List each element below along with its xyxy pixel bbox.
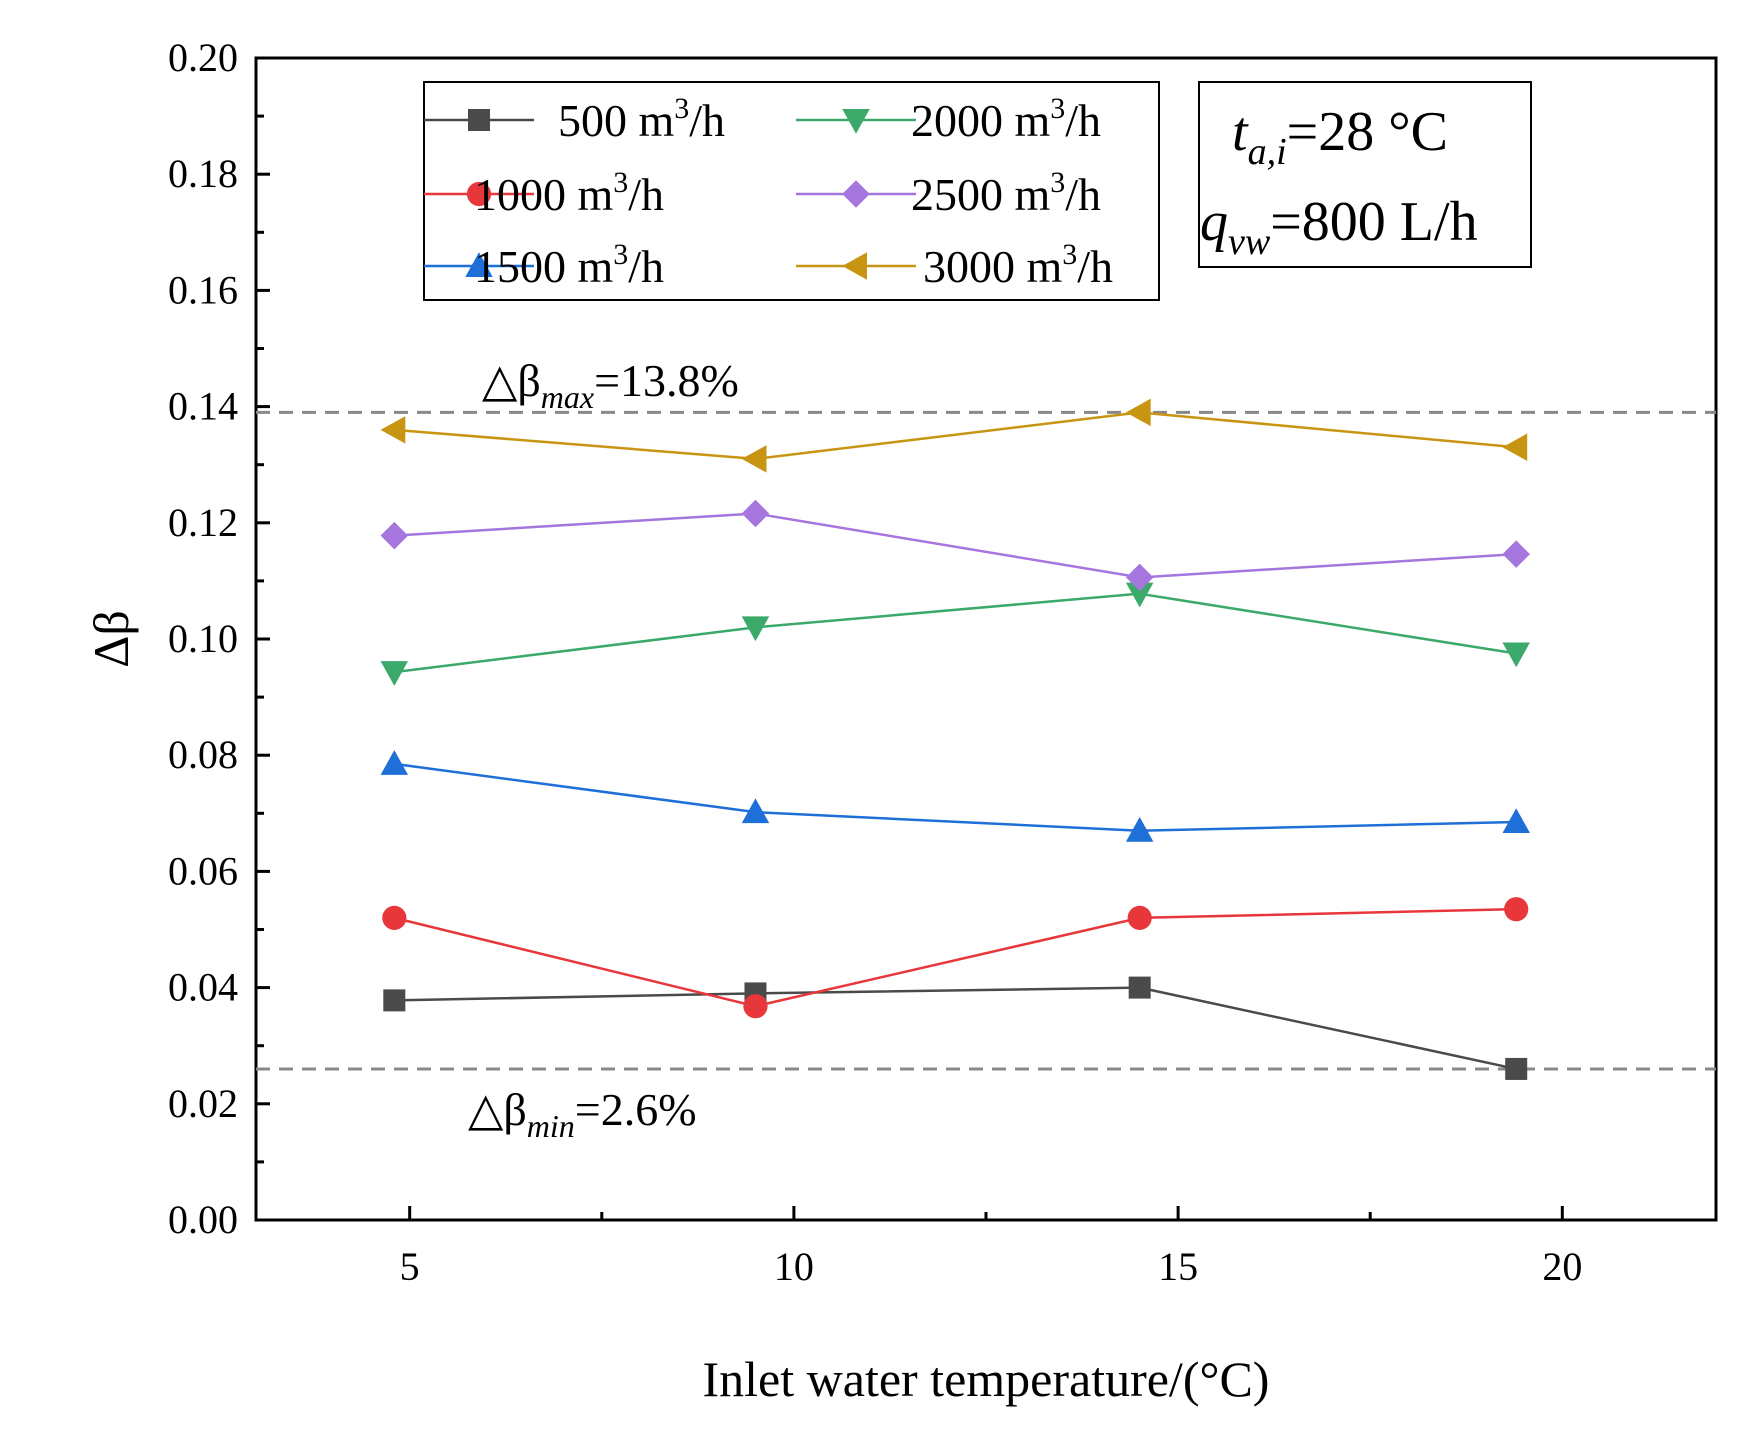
y-tick-label: 0.06	[168, 848, 238, 893]
legend-item-4: 2500 m3/h	[796, 166, 1101, 220]
data-point	[1502, 808, 1530, 834]
legend-marker	[468, 109, 490, 131]
series-line	[394, 592, 1517, 674]
data-point	[380, 750, 409, 775]
legend-label: 3000 m3/h	[923, 238, 1113, 292]
data-point	[1125, 816, 1154, 842]
reference-lines	[256, 410, 1716, 1071]
x-axis-title: Inlet water temperature/(°C)	[703, 1351, 1270, 1407]
data-point	[743, 994, 768, 1019]
data-point	[741, 798, 770, 824]
y-tick-label: 0.04	[168, 965, 238, 1010]
x-tick-label: 15	[1158, 1244, 1198, 1289]
data-point	[741, 445, 767, 473]
x-tick-label: 20	[1542, 1244, 1582, 1289]
legend-item-5: 3000 m3/h	[796, 238, 1113, 292]
legend-label: 2000 m3/h	[911, 92, 1101, 146]
series-5	[380, 398, 1528, 473]
legend-marker	[465, 252, 493, 277]
data-point	[1125, 398, 1151, 427]
data-point	[380, 661, 409, 686]
data-point	[741, 616, 770, 642]
legend-item-1: 1000 m3/h	[424, 166, 664, 220]
series-2	[380, 750, 1530, 842]
data-point	[1502, 642, 1530, 668]
y-tick-label: 0.10	[168, 616, 238, 661]
data-point	[1128, 976, 1151, 999]
series-1	[382, 897, 1529, 1019]
legend-item-0: 500 m3/h	[424, 92, 725, 146]
legend-label: 1000 m3/h	[474, 166, 664, 220]
series-line	[394, 762, 1517, 832]
data-point	[1127, 905, 1152, 930]
legend: 500 m3/h 1000 m3/h 1500 m3/h 2000 m3/h 2500 …	[423, 81, 1160, 301]
legend-box	[423, 81, 1160, 301]
y-tick-label: 0.16	[168, 267, 238, 312]
series-line	[394, 986, 1517, 1071]
condition-water-flow: qvw=800 L/h	[1200, 191, 1478, 263]
data-point	[1504, 897, 1529, 922]
legend-marker	[842, 180, 870, 208]
series-4	[380, 499, 1530, 592]
data-point	[380, 521, 409, 550]
y-tick-label: 0.08	[168, 732, 238, 777]
y-axis-title: Δβ	[83, 610, 139, 668]
series-line	[394, 512, 1517, 579]
data-point	[1125, 582, 1154, 608]
condition-air-temp: ta,i=28 °C	[1232, 101, 1448, 173]
data-point	[1502, 433, 1528, 462]
legend-label: 1500 m3/h	[474, 238, 664, 292]
y-tick-label: 0.02	[168, 1081, 238, 1126]
max-annotation: △βmax=13.8%	[482, 355, 739, 415]
legend-item-2: 1500 m3/h	[424, 238, 664, 292]
series-line	[394, 411, 1517, 461]
series-3	[380, 582, 1530, 686]
data-point	[741, 499, 770, 528]
legend-marker	[842, 252, 867, 280]
data-point	[1505, 1057, 1528, 1080]
y-tick-label: 0.14	[168, 384, 238, 429]
data-point	[1125, 563, 1154, 592]
conditions-frame	[1198, 81, 1532, 268]
legend-item-3: 2000 m3/h	[796, 92, 1101, 146]
y-tick-label: 0.18	[168, 151, 238, 196]
data-point	[1502, 540, 1530, 568]
data-point	[380, 416, 406, 444]
data-point	[383, 989, 406, 1012]
data-point	[382, 905, 407, 930]
y-tick-label: 0.20	[168, 35, 238, 80]
series-0	[383, 976, 1528, 1080]
x-tick-label: 5	[400, 1244, 420, 1289]
series-line	[394, 907, 1517, 1008]
conditions-box: ta,i=28 °C qvw=800 L/h	[1198, 81, 1532, 268]
min-annotation: △βmin=2.6%	[468, 1084, 697, 1144]
y-tick-label: 0.12	[168, 500, 238, 545]
legend-marker	[466, 181, 492, 207]
legend-label: 500 m3/h	[558, 92, 725, 146]
y-tick-label: 0.00	[168, 1197, 238, 1242]
data-series	[380, 398, 1530, 1080]
legend-items: 500 m3/h 1000 m3/h 1500 m3/h 2000 m3/h 2500 …	[424, 92, 1113, 292]
axes: 0.00 0.02 0.04 0.06 0.08 0.10 0.12 0.14 0.16 0.18…	[168, 35, 1582, 1289]
legend-label: 2500 m3/h	[911, 166, 1101, 220]
x-tick-label: 10	[774, 1244, 814, 1289]
legend-marker	[842, 109, 870, 134]
